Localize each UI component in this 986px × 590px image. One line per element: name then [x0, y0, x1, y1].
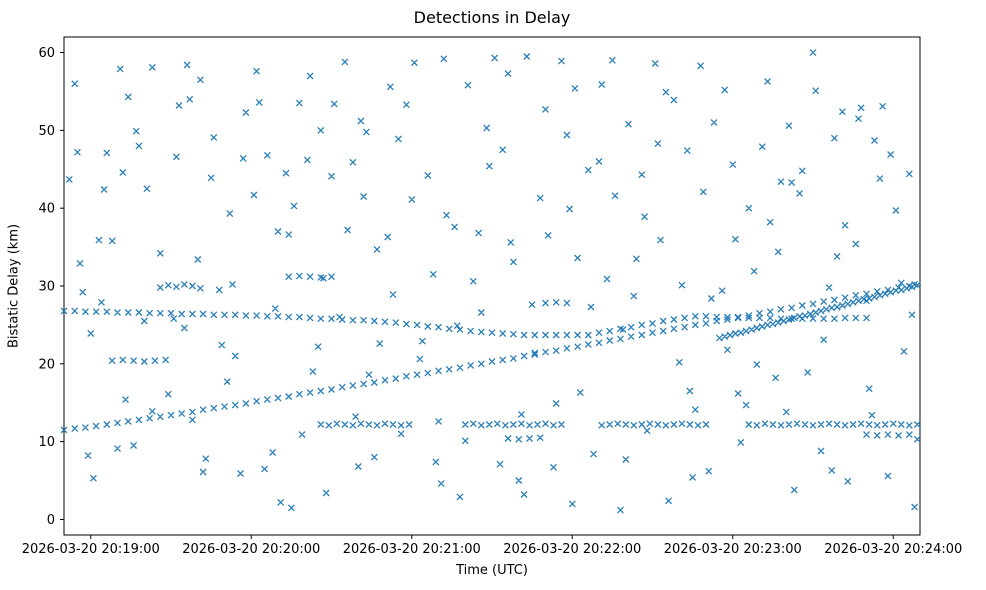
- y-tick-label: 30: [38, 280, 55, 295]
- x-tick-label: 2026-03-20 20:19:00: [22, 542, 160, 557]
- y-tick-label: 60: [38, 46, 55, 61]
- series-track-12km-band: [317, 420, 921, 429]
- series-clutter: [65, 49, 921, 514]
- x-tick-label: 2026-03-20 20:23:00: [664, 542, 802, 557]
- series-track-right-ascending: [715, 281, 921, 342]
- x-tick-label: 2026-03-20 20:21:00: [343, 542, 481, 557]
- y-tick-label: 40: [38, 202, 55, 217]
- x-axis-label: Time (UTC): [456, 563, 528, 578]
- y-tick-label: 50: [38, 124, 55, 139]
- series-track-rising: [60, 280, 919, 434]
- y-tick-label: 0: [47, 513, 55, 528]
- series-short-segments: [108, 272, 913, 443]
- x-tick-label: 2026-03-20 20:24:00: [824, 542, 962, 557]
- y-tick-label: 10: [38, 435, 55, 450]
- chart-title: Detections in Delay: [413, 8, 571, 27]
- x-tick-label: 2026-03-20 20:20:00: [182, 542, 320, 557]
- x-tick-label: 2026-03-20 20:22:00: [503, 542, 641, 557]
- y-tick-label: 20: [38, 357, 55, 372]
